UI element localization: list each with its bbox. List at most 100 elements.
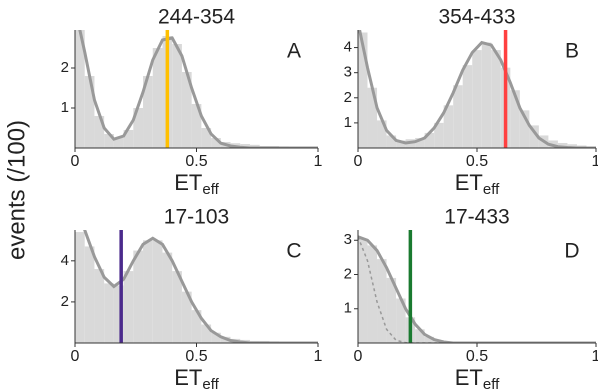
histogram-bar	[396, 298, 406, 343]
histogram-bar	[377, 120, 387, 148]
histogram-bar	[481, 42, 492, 148]
plot-area	[75, 230, 318, 343]
histogram-bar	[415, 137, 425, 148]
panel-label: C	[286, 240, 301, 263]
histogram-bar	[172, 271, 182, 343]
histogram-bar	[519, 110, 530, 148]
histogram-bar	[567, 144, 577, 148]
plot-area	[75, 30, 318, 148]
x-axis-label-subscript: eff	[483, 181, 500, 198]
histogram-bar	[491, 50, 501, 148]
histogram-bar	[249, 144, 260, 148]
histogram-bar	[123, 271, 134, 343]
histogram-bar	[434, 122, 444, 148]
y-tick-label: 2	[344, 89, 352, 106]
panel-label: B	[565, 40, 579, 63]
x-axis-label-subscript: eff	[202, 181, 219, 198]
histogram-bar	[386, 135, 397, 148]
histogram-bar	[113, 285, 124, 343]
histogram-bar	[462, 65, 473, 148]
histogram-bar	[211, 332, 221, 343]
histogram-bar	[104, 283, 114, 343]
y-tick-label: 2	[61, 59, 69, 76]
y-tick-label: 2	[61, 293, 69, 310]
histogram-bar	[94, 269, 105, 343]
y-tick-label: 4	[61, 252, 69, 269]
histogram-bar	[211, 138, 221, 148]
histogram-bar	[133, 108, 144, 148]
x-axis-label-main: ET	[455, 365, 483, 390]
histogram-bar	[162, 252, 173, 343]
histogram-bar	[240, 144, 250, 148]
y-tick-label: 1	[344, 114, 352, 131]
y-tick-label: 1	[344, 300, 352, 317]
histogram-bar	[453, 85, 463, 148]
y-tick-label: 4	[344, 39, 352, 56]
panel-label: D	[564, 240, 579, 263]
x-axis-label-main: ET	[174, 365, 202, 390]
histogram-bar	[94, 116, 105, 148]
histogram-bar	[143, 76, 153, 148]
histogram-bar	[84, 246, 95, 343]
histogram-bar	[443, 105, 454, 148]
x-tick-label: 0	[71, 153, 80, 170]
panel-title: 354-433	[438, 6, 515, 29]
x-tick-label: 0	[71, 348, 80, 365]
x-axis-label-main: ET	[174, 170, 202, 195]
histogram-bar	[143, 240, 153, 343]
panel-title: 17-433	[444, 206, 509, 229]
histogram-bar	[510, 90, 520, 148]
x-tick-label: 1	[592, 153, 598, 170]
histogram-bar	[472, 50, 482, 148]
x-tick-label: 0.5	[185, 153, 207, 170]
x-axis-label-subscript: eff	[483, 376, 500, 390]
histogram-bar	[113, 138, 124, 148]
histogram-bar	[123, 130, 134, 148]
histogram-bar	[152, 240, 163, 343]
x-tick-label: 1	[314, 153, 323, 170]
x-axis-label: ETeff	[174, 170, 219, 198]
histogram-bar	[152, 48, 163, 148]
histogram-bar	[415, 329, 425, 343]
panel-title: 17-103	[164, 206, 229, 229]
fit-curve	[78, 30, 318, 148]
x-axis-label: ETeff	[455, 365, 500, 390]
y-tick-label: 3	[344, 64, 352, 81]
x-axis-label-subscript: eff	[202, 376, 219, 390]
fit-curve	[358, 235, 596, 343]
histogram-bar	[424, 336, 435, 343]
histogram-bar	[133, 250, 144, 343]
histogram-bar	[172, 44, 182, 148]
y-axis-label: events (/100)	[3, 120, 30, 260]
histogram-bar	[557, 142, 568, 148]
histogram-bar	[386, 277, 397, 343]
y-tick-label: 2	[344, 265, 352, 282]
y-tick-label: 3	[344, 231, 352, 248]
histogram-bar	[181, 72, 192, 148]
x-tick-label: 0.5	[466, 348, 488, 365]
plot-area	[358, 235, 596, 343]
histogram-bar	[201, 324, 212, 343]
x-tick-label: 0.5	[466, 153, 488, 170]
histogram-bar	[191, 104, 202, 148]
x-tick-label: 0.5	[185, 348, 207, 365]
plot-area	[358, 30, 596, 148]
panel-label: A	[287, 40, 301, 63]
histogram-bar	[358, 238, 368, 343]
panel-title: 244-354	[158, 6, 235, 29]
histogram-bar	[181, 291, 192, 343]
histogram-bar	[529, 125, 539, 148]
histogram-bar	[424, 132, 435, 148]
x-axis-label: ETeff	[455, 170, 500, 198]
histogram-bar	[367, 87, 378, 148]
x-tick-label: 0	[354, 348, 363, 365]
fit-curve	[358, 30, 596, 148]
histogram-bar	[75, 232, 85, 343]
x-axis-label: ETeff	[174, 365, 219, 390]
histogram-bar	[75, 30, 85, 148]
histogram-bar	[377, 259, 387, 343]
histogram-bar	[84, 76, 95, 148]
x-tick-label: 1	[592, 348, 598, 365]
x-tick-label: 1	[314, 348, 323, 365]
